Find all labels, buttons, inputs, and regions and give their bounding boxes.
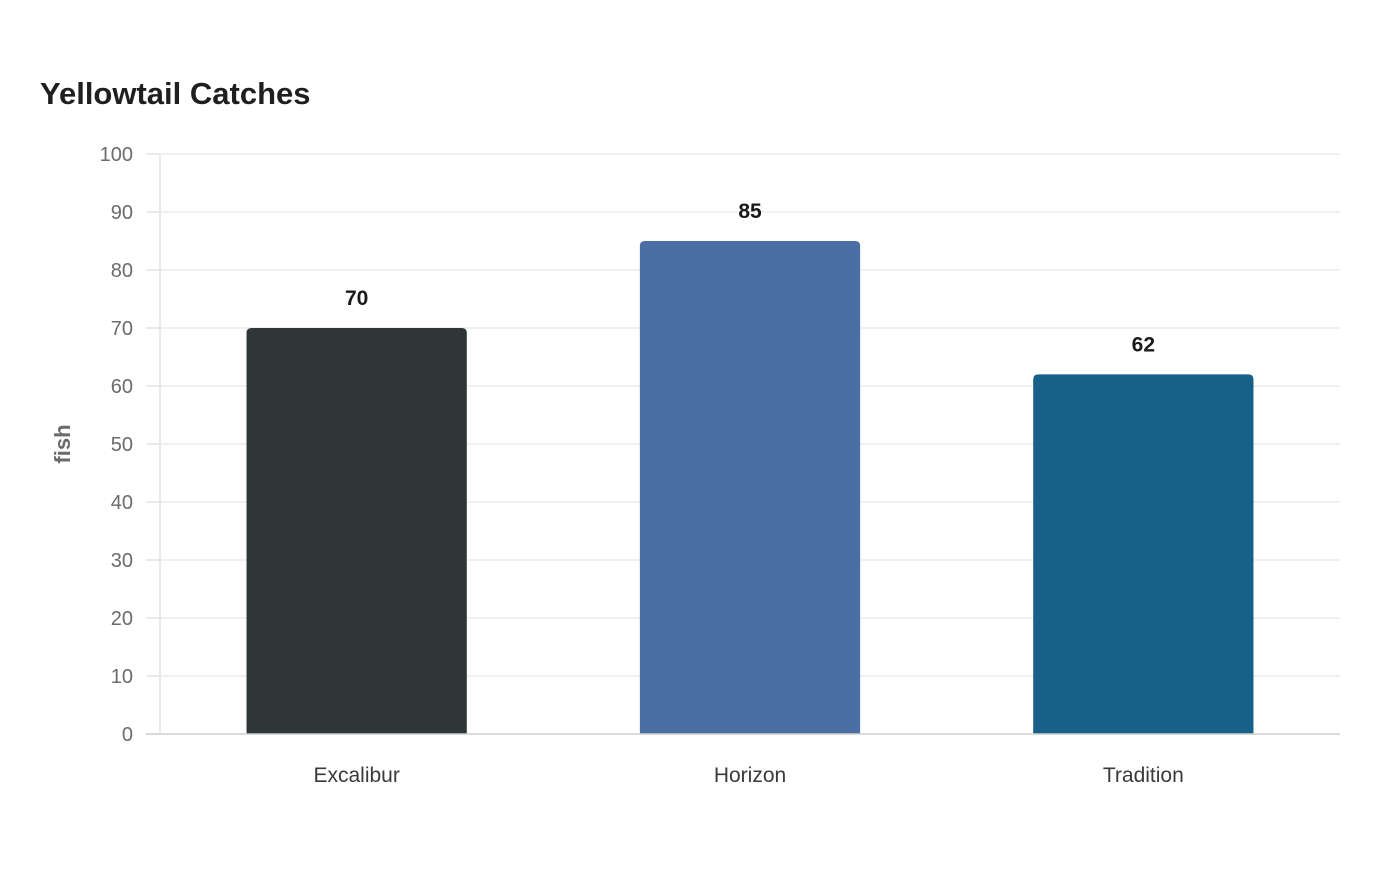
y-tick-label: 70 (111, 318, 133, 340)
data-label: 85 (738, 200, 762, 223)
data-label: 62 (1132, 333, 1155, 356)
y-tick-label: 90 (111, 202, 133, 224)
y-tick-label: 50 (111, 434, 133, 456)
bars (246, 241, 1254, 734)
y-tick-label: 80 (111, 260, 133, 282)
y-tick-label: 10 (111, 666, 133, 688)
y-tick-label: 40 (111, 492, 133, 514)
y-axis-title: fish (50, 424, 75, 463)
x-tick-label: Excalibur (313, 764, 399, 787)
y-axis-ticks: 0 10 20 30 40 50 60 70 80 90 100 (100, 144, 160, 746)
chart-title: Yellowtail Catches (40, 76, 311, 111)
bar-tradition (1033, 374, 1254, 734)
y-tick-label: 30 (111, 550, 133, 572)
data-label: 70 (345, 287, 368, 310)
x-tick-label: Tradition (1103, 764, 1184, 787)
y-tick-label: 0 (122, 724, 133, 746)
x-tick-label: Horizon (714, 764, 786, 787)
y-tick-label: 100 (100, 144, 133, 166)
x-axis-categories: Excalibur Horizon Tradition (313, 764, 1183, 787)
bar-excalibur (246, 328, 467, 734)
data-labels: 70 85 62 (345, 200, 1155, 356)
bar-horizon (639, 241, 861, 734)
y-tick-label: 20 (111, 608, 133, 630)
y-tick-label: 60 (111, 376, 133, 398)
